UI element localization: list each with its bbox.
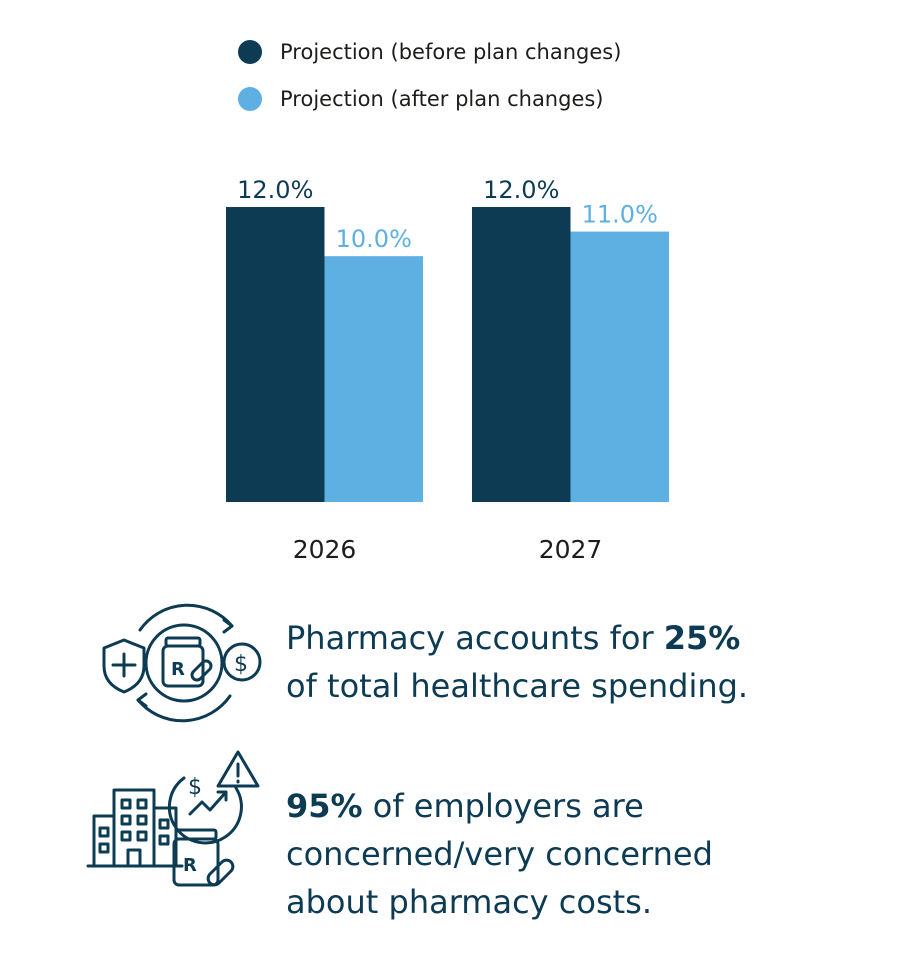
stat-pharmacy-share: R $ Pharmacy accounts for 25% of total h… (100, 600, 748, 724)
stat-employer-concern-line3: about pharmacy costs. (286, 883, 653, 921)
stat-pharmacy-share-prefix: Pharmacy accounts for (286, 619, 664, 657)
svg-text:R: R (171, 659, 185, 680)
legend-swatch-after (238, 87, 262, 111)
legend-item-before: Projection (before plan changes) (238, 40, 621, 64)
data-label-2027-series-2: 11.0% (582, 201, 658, 229)
stat-employer-concern-value: 95% (286, 787, 363, 825)
x-tick-label-2026: 2026 (293, 535, 357, 564)
stat-pharmacy-share-text: Pharmacy accounts for 25% of total healt… (286, 614, 846, 710)
stat-employer-concern-line2: concerned/very concerned (286, 835, 713, 873)
svg-text:$: $ (188, 775, 202, 800)
data-label-2027-series-1: 12.0% (483, 176, 559, 204)
stat-employer-concern-text: 95% of employers are concerned/very conc… (286, 782, 806, 926)
svg-text:R: R (183, 855, 197, 876)
legend-swatch-before (238, 40, 262, 64)
bar-chart: 12.0% 10.0% 2026 12.0% 11.0% 2027 (226, 176, 669, 564)
stat-pharmacy-share-line2: of total healthcare spending. (286, 667, 749, 705)
pharmacy-cycle-icon: R $ (102, 603, 262, 723)
stat-employer-concern-suffix: of employers are (362, 787, 644, 825)
stat-pharmacy-share-value: 25% (663, 619, 741, 657)
x-tick-label-2027: 2027 (539, 535, 603, 564)
legend-label-before: Projection (before plan changes) (280, 40, 622, 64)
bar-2027-series-2 (570, 231, 669, 502)
legend: Projection (before plan changes) Project… (238, 40, 621, 134)
data-label-2026-series-2: 10.0% (336, 225, 412, 253)
bar-2027-series-1 (472, 207, 571, 502)
legend-label-after: Projection (after plan changes) (280, 87, 604, 111)
employer-pharmacy-cost-icon: $ R (86, 750, 260, 887)
svg-text:$: $ (234, 652, 248, 677)
bar-2026-series-2 (324, 256, 423, 502)
legend-item-after: Projection (after plan changes) (238, 87, 621, 111)
data-label-2026-series-1: 12.0% (237, 176, 313, 204)
stat-employer-concern: $ R 95% of employers are concerned/very … (86, 748, 713, 921)
bar-2026-series-1 (226, 207, 325, 502)
